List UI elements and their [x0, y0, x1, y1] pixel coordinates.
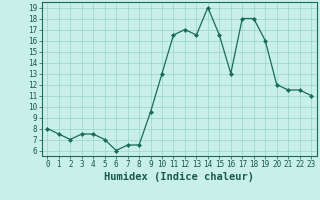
X-axis label: Humidex (Indice chaleur): Humidex (Indice chaleur): [104, 172, 254, 182]
